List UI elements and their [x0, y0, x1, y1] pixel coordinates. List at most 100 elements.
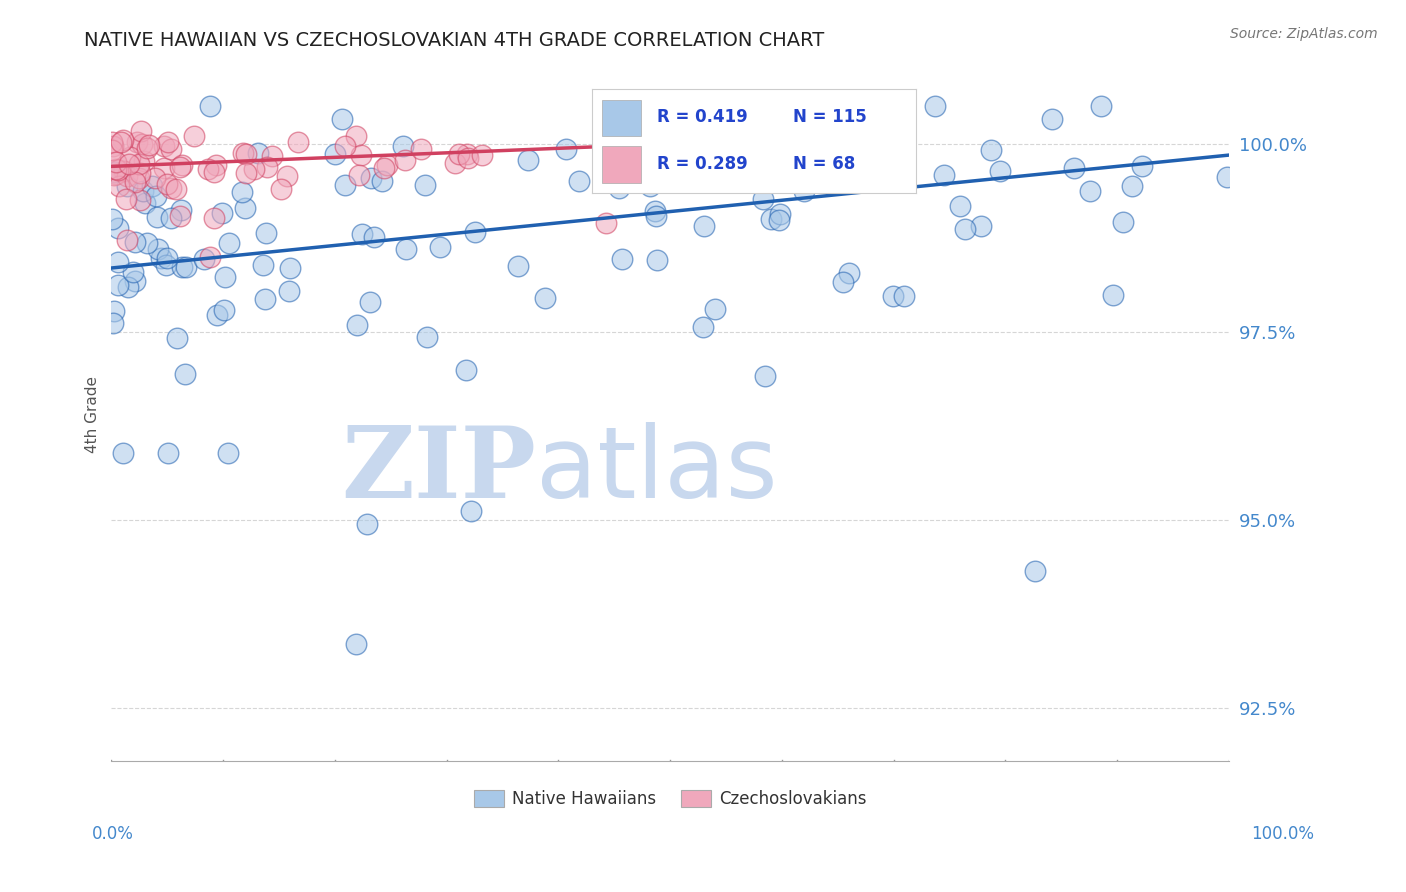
Point [734, 99, 756, 113]
Point [697, 99, 720, 113]
Point [1102, 288, 1125, 302]
Point [359, 295, 381, 310]
Point [634, 125, 657, 139]
Point [101, 143, 124, 157]
Point [645, 209, 668, 223]
Point [447, 147, 470, 161]
Point [107, 163, 129, 178]
Point [356, 517, 378, 532]
Point [115, 192, 138, 206]
Point [953, 222, 976, 236]
Point [1130, 160, 1153, 174]
Text: atlas: atlas [536, 422, 778, 519]
Point [1024, 564, 1046, 578]
Point [252, 258, 274, 272]
Point [136, 141, 159, 155]
Point [456, 147, 478, 161]
Point [350, 148, 373, 162]
Point [344, 129, 367, 144]
Point [217, 446, 239, 460]
Point [202, 211, 225, 225]
Point [128, 157, 150, 171]
Point [170, 203, 193, 218]
Point [197, 161, 219, 176]
Point [145, 188, 167, 202]
Point [797, 171, 820, 186]
Point [276, 169, 298, 184]
Legend: Native Hawaiians, Czechoslovakians: Native Hawaiians, Czechoslovakians [467, 783, 873, 815]
Point [752, 192, 775, 206]
Point [371, 174, 394, 188]
Point [243, 162, 266, 177]
Text: NATIVE HAWAIIAN VS CZECHOSLOVAKIAN 4TH GRADE CORRELATION CHART: NATIVE HAWAIIAN VS CZECHOSLOVAKIAN 4TH G… [84, 31, 824, 50]
Point [155, 258, 177, 272]
Point [117, 157, 139, 171]
Point [132, 184, 155, 198]
Point [134, 154, 156, 169]
Point [131, 136, 153, 151]
Point [373, 161, 395, 175]
Point [129, 166, 152, 180]
Point [101, 135, 124, 149]
Point [169, 209, 191, 223]
Point [174, 260, 197, 275]
Point [761, 211, 783, 226]
Point [232, 146, 254, 161]
Point [609, 181, 631, 195]
Point [949, 199, 972, 213]
Point [103, 303, 125, 318]
Point [395, 242, 418, 256]
Point [148, 242, 170, 256]
Point [278, 260, 301, 275]
Point [183, 129, 205, 144]
Text: 0.0%: 0.0% [91, 825, 134, 843]
Point [112, 133, 135, 147]
Point [104, 154, 127, 169]
Point [124, 274, 146, 288]
Point [107, 221, 129, 235]
Point [166, 331, 188, 345]
Point [769, 207, 792, 221]
Point [1078, 184, 1101, 198]
Point [454, 363, 477, 377]
Point [103, 168, 125, 182]
Point [122, 265, 145, 279]
Point [170, 260, 193, 274]
Point [174, 367, 197, 381]
Point [346, 318, 368, 332]
Point [924, 99, 946, 113]
Point [934, 168, 956, 182]
Point [693, 219, 716, 233]
Point [970, 219, 993, 233]
Point [138, 137, 160, 152]
Point [464, 225, 486, 239]
Point [159, 211, 181, 225]
Point [415, 330, 437, 344]
Point [145, 170, 167, 185]
Point [107, 277, 129, 292]
Point [277, 284, 299, 298]
Point [534, 291, 557, 305]
Point [893, 289, 915, 303]
Point [247, 146, 270, 161]
Point [352, 227, 374, 241]
Point [882, 288, 904, 302]
Point [129, 123, 152, 137]
Point [205, 308, 228, 322]
Point [153, 138, 176, 153]
Point [838, 266, 860, 280]
Point [349, 169, 371, 183]
Text: Source: ZipAtlas.com: Source: ZipAtlas.com [1230, 27, 1378, 41]
Point [112, 163, 135, 178]
Point [104, 165, 127, 179]
Point [287, 135, 309, 149]
Point [157, 446, 180, 460]
Point [644, 204, 666, 219]
Point [172, 158, 194, 172]
Point [146, 210, 169, 224]
Point [253, 292, 276, 306]
Point [256, 160, 278, 174]
Point [394, 153, 416, 168]
Point [152, 161, 174, 175]
Point [118, 149, 141, 163]
